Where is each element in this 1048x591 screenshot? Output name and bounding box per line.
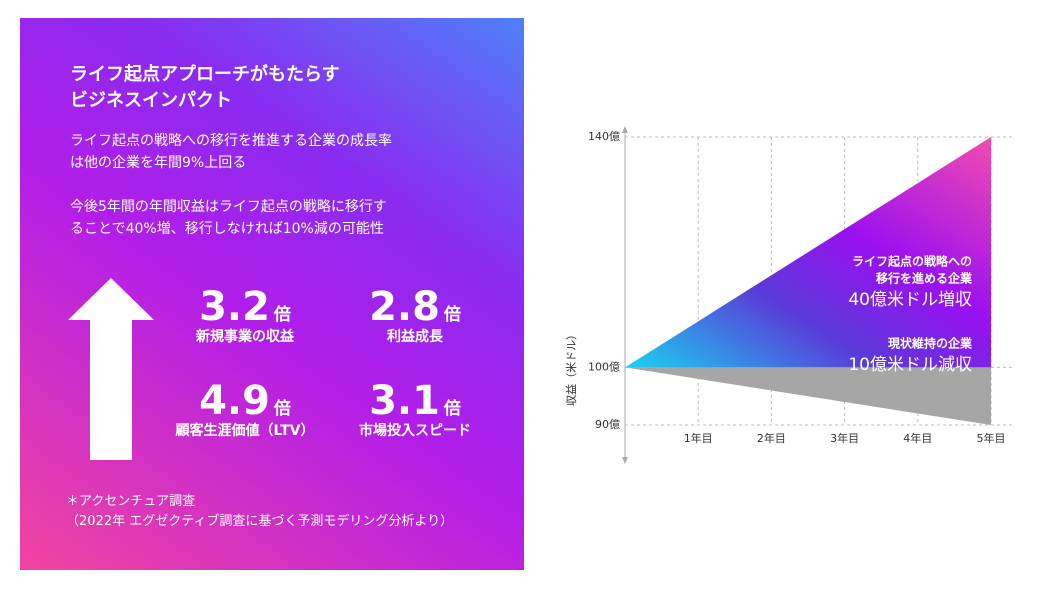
paragraph: ライフ起点の戦略への移行を推進する企業の成長率 bbox=[70, 133, 392, 149]
stat: 4.9 倍顧客生涯価値（LTV） bbox=[165, 378, 325, 440]
stat-unit: 倍 bbox=[273, 399, 291, 419]
stat: 2.8 倍利益成長 bbox=[335, 284, 495, 346]
range-area bbox=[625, 367, 991, 425]
y-tick-label: 140億 bbox=[588, 130, 620, 143]
stat-value: 2.8 bbox=[369, 284, 440, 330]
stat-unit: 倍 bbox=[443, 305, 461, 325]
annotation: 10億米ドル減収 bbox=[848, 355, 972, 375]
series-label: 移行を進める企業 bbox=[876, 271, 973, 286]
annotation: 40億米ドル増収 bbox=[848, 290, 972, 310]
y-tick-label: 100億 bbox=[588, 360, 620, 373]
series-label: ライフ起点の戦略への bbox=[852, 254, 972, 269]
impact-panel: ライフ起点アプローチがもたらす ビジネスインパクト ライフ起点の戦略への移行を推… bbox=[20, 18, 524, 570]
y-tick-label: 90億 bbox=[595, 418, 620, 431]
x-tick-label: 3年目 bbox=[830, 431, 859, 445]
stat-unit: 倍 bbox=[273, 305, 291, 325]
up-arrow bbox=[68, 278, 154, 460]
stat-value: 4.9 bbox=[199, 378, 270, 424]
stat-value: 3.2 bbox=[199, 284, 270, 330]
x-tick-label: 1年目 bbox=[684, 431, 713, 445]
x-tick-label: 4年目 bbox=[903, 431, 932, 445]
stat-label: 利益成長 bbox=[387, 329, 443, 345]
paragraph: は他の企業を年間9%上回る bbox=[70, 155, 247, 171]
range-area bbox=[625, 137, 991, 368]
stat-label: 市場投入スピード bbox=[359, 423, 471, 439]
stat-value: 3.1 bbox=[369, 378, 440, 424]
stat: 3.2 倍新規事業の収益 bbox=[165, 284, 325, 346]
x-tick-label: 2年目 bbox=[757, 431, 786, 445]
stat-unit: 倍 bbox=[443, 399, 461, 419]
paragraph: ることで40%増、移行しなければ10%減の可能性 bbox=[70, 221, 384, 237]
y-axis-label: 収益（米ドル） bbox=[564, 329, 578, 406]
stat-label: 顧客生涯価値（LTV） bbox=[175, 423, 315, 439]
stat: 3.1 倍市場投入スピード bbox=[335, 378, 495, 440]
panel-title: ライフ起点アプローチがもたらす bbox=[70, 64, 340, 85]
axis-arrow bbox=[622, 457, 628, 464]
series-label: 現状維持の企業 bbox=[888, 336, 973, 351]
x-tick-label: 5年目 bbox=[977, 431, 1006, 445]
note: （2022年 エグゼクティブ調査に基づく予測モデリング分析より） bbox=[66, 514, 454, 529]
stat-label: 新規事業の収益 bbox=[196, 329, 294, 345]
axis-arrow bbox=[622, 126, 628, 133]
note: ＊アクセンチュア調査 bbox=[66, 494, 196, 509]
paragraph: 今後5年間の年間収益はライフ起点の戦略に移行す bbox=[70, 199, 387, 215]
panel-title: ビジネスインパクト bbox=[70, 90, 232, 111]
